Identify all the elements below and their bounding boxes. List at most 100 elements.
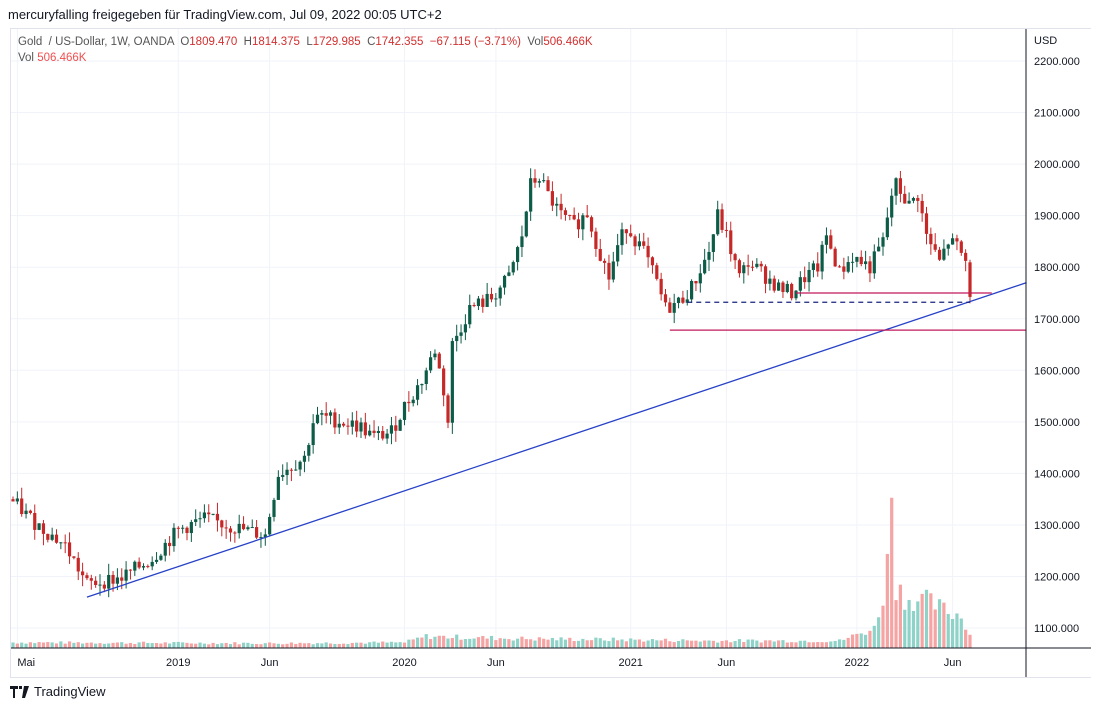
candle-body — [433, 353, 437, 358]
candle-body — [790, 283, 794, 299]
chart-area[interactable]: USD 1100.000 1200.000 1300.000 1400.000 1500.… — [10, 28, 1091, 678]
candle-body — [63, 542, 67, 544]
candle-body — [568, 214, 572, 216]
candle-body — [368, 430, 372, 436]
candle-body — [259, 537, 263, 539]
volume-bar — [859, 633, 863, 648]
candle-body — [424, 370, 428, 385]
candle-body — [307, 445, 311, 456]
volume-bar — [759, 642, 763, 648]
candle-body — [855, 256, 859, 262]
price-tick-label: 1800.000 — [1034, 262, 1080, 274]
candle-body — [94, 580, 98, 586]
volume-bar — [394, 642, 398, 648]
symbol-name: Gold / US-Dollar, 1W, OANDA — [18, 36, 174, 48]
candle-body — [516, 247, 520, 263]
price-tick-label: 1300.000 — [1034, 520, 1080, 532]
volume-bar — [781, 640, 785, 648]
tradingview-logo[interactable]: TradingView — [10, 684, 106, 699]
candle-body — [964, 252, 968, 261]
candle-body — [163, 542, 167, 556]
candle-body — [394, 425, 398, 431]
candle-body — [11, 499, 15, 502]
volume-bar — [603, 640, 607, 648]
candle-body — [37, 523, 41, 530]
volume-bar — [220, 643, 224, 648]
time-tick-label: Jun — [261, 657, 279, 669]
volume-bar — [415, 637, 420, 648]
volume-bar — [842, 639, 846, 648]
candle-body — [611, 261, 615, 280]
price-tick-label: 1100.000 — [1034, 623, 1079, 635]
candle-body — [115, 577, 119, 584]
candle-body — [59, 542, 63, 544]
candle-body — [111, 574, 115, 584]
volume-bar — [59, 641, 63, 648]
candle-body — [389, 425, 394, 434]
price-tick-label: 1400.000 — [1034, 468, 1080, 480]
candle-body — [785, 283, 789, 293]
candle-body — [85, 575, 89, 579]
candle-body — [33, 512, 37, 530]
volume-bar — [785, 642, 789, 648]
candle-body — [937, 249, 942, 260]
volume-bar — [450, 638, 454, 648]
volume-bar — [942, 602, 946, 648]
volume-bar — [690, 640, 694, 648]
volume-bar — [589, 640, 594, 648]
volume-bar — [342, 643, 346, 648]
volume-bar — [868, 630, 872, 648]
candle-body — [703, 259, 707, 274]
volume-bar — [263, 643, 267, 648]
volume-bar — [168, 643, 172, 648]
candle-body — [890, 195, 894, 218]
candle-body — [472, 305, 476, 307]
volume-bar — [72, 642, 76, 648]
candle-body — [172, 527, 176, 547]
volume-bar — [877, 617, 881, 648]
volume-bar — [550, 637, 554, 648]
candle-body — [629, 233, 633, 237]
candle-body — [572, 214, 576, 220]
volume-bar — [546, 639, 550, 648]
candle-body — [881, 237, 885, 247]
symbol-legend: Gold / US-Dollar, 1W, OANDA O1809.470 H1… — [18, 36, 593, 48]
volume-bar — [750, 639, 755, 648]
candle-body — [676, 297, 681, 304]
volume-bar — [829, 641, 833, 648]
volume-bar — [803, 640, 807, 648]
candle-body — [859, 256, 863, 265]
volume-bar — [446, 638, 450, 648]
volume-bar — [172, 642, 176, 648]
volume-bar — [102, 643, 106, 648]
brand-name: TradingView — [34, 684, 106, 699]
candle-body — [546, 180, 550, 192]
candle-body — [150, 561, 154, 567]
volume-bar — [911, 610, 916, 648]
candle-body — [955, 238, 959, 242]
volume-bar — [742, 641, 746, 648]
candle-body — [698, 273, 702, 284]
price-tick-label: 1600.000 — [1034, 365, 1080, 377]
volume-bar — [37, 642, 41, 648]
candle-body — [320, 413, 324, 415]
candlestick-chart[interactable]: USD 1100.000 1200.000 1300.000 1400.000 1500.… — [11, 29, 1091, 677]
candle-body — [350, 420, 354, 427]
candle-body — [946, 244, 950, 249]
candle-body — [907, 200, 911, 204]
volume-bar — [385, 642, 389, 648]
candle-body — [67, 542, 72, 557]
candle-body — [168, 542, 172, 547]
candle-body — [746, 265, 750, 267]
volume-bar — [115, 642, 119, 648]
price-tick-label: 1700.000 — [1034, 314, 1080, 326]
candle-body — [181, 527, 185, 529]
volume-bar — [455, 634, 459, 648]
volume-bar — [563, 639, 568, 648]
volume-bar — [429, 639, 433, 648]
candle-body — [598, 248, 602, 261]
volume-bar — [833, 640, 837, 648]
candle-body — [798, 277, 802, 291]
candle-body — [620, 229, 624, 246]
